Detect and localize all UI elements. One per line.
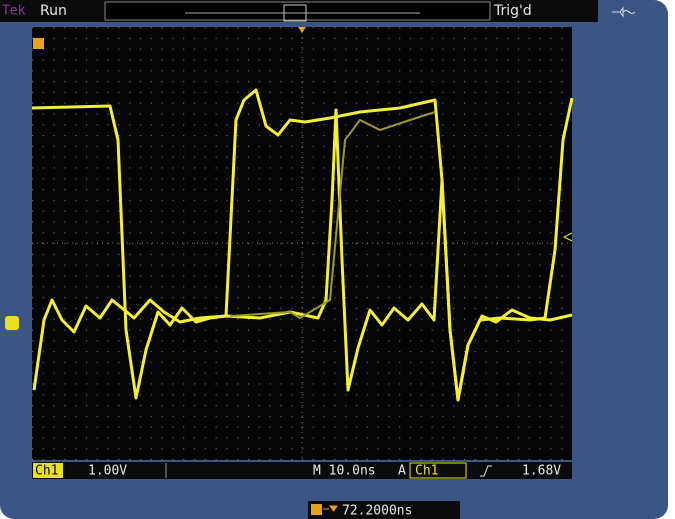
vertical-scale: 1.00V (88, 464, 127, 479)
oscilloscope-screenshot: Tek Run Trig'd Ch1 1.00V M 10.0ns A Ch1 … (0, 0, 675, 519)
delay-t-icon (311, 504, 322, 515)
scope-display: Tek Run Trig'd Ch1 1.00V M 10.0ns A Ch1 … (0, 0, 675, 519)
ch1-ground-marker (5, 316, 19, 330)
trigger-mode: A (398, 464, 406, 479)
delay-value: 72.2000ns (342, 504, 412, 519)
trigger-status: Trig'd (493, 3, 532, 19)
trigger-channel: Ch1 (415, 464, 438, 479)
brand: Tek (2, 4, 26, 19)
timebase: M 10.0ns (313, 464, 376, 479)
trigger-level: 1.68V (522, 464, 561, 479)
trigger-t-icon (33, 38, 44, 49)
channel-label: Ch1 (35, 464, 58, 479)
run-state: Run (40, 3, 67, 19)
